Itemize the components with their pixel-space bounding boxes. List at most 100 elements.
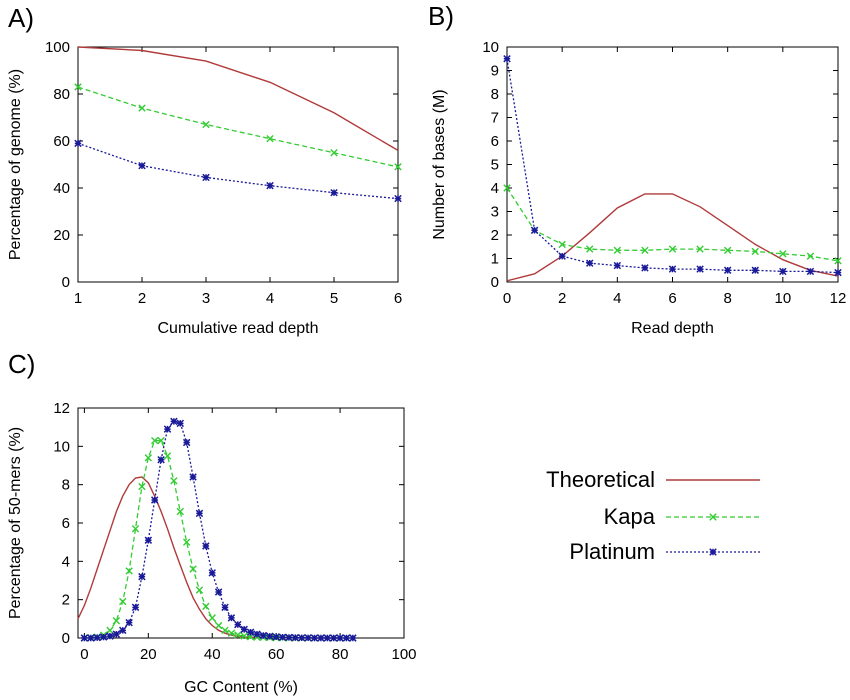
panel-a-y-axis-title: Percentage of genome (%): [7, 69, 24, 260]
panel-c-x-axis-title: GC Content (%): [184, 679, 298, 696]
panel-c-series-platinum-point: [329, 634, 338, 642]
panel-b-series-kapa-point: [834, 257, 842, 265]
panel-c-series-kapa-point: [202, 602, 210, 611]
legend-label-kapa: Kapa: [604, 504, 656, 529]
panel-a-x-axis-title: Cumulative read depth: [158, 320, 319, 337]
panel-b-series-kapa-point: [751, 247, 759, 256]
panel-b-series-kapa-point: [586, 245, 594, 253]
panel-c-series-kapa-point: [144, 454, 153, 462]
panel-c-series-platinum-point: [253, 630, 261, 638]
panel-b-ytick-label: 1: [491, 251, 499, 268]
legend-marker-platinum: [709, 548, 717, 556]
panel-a-xtick-label: 2: [138, 290, 146, 307]
panel-c-series-platinum-point: [297, 634, 306, 642]
panel-c-series-platinum-point: [144, 536, 153, 544]
panel-b-series-platinum-point: [503, 55, 511, 63]
panel-b-xtick-label: 12: [830, 290, 847, 307]
panel-c-series-kapa-point: [163, 452, 172, 460]
panel-b-series-kapa-point: [558, 240, 566, 249]
panel-b-series-kapa-point: [613, 246, 622, 254]
panel-a-series-platinum-point: [266, 181, 274, 190]
panel-a-xtick-label: 5: [330, 290, 338, 307]
panel-c-series-platinum-point: [291, 633, 300, 642]
panel-b-series-platinum-point: [751, 266, 759, 274]
panel-c-series-platinum-point: [99, 633, 108, 641]
panel-c-series-platinum-point: [266, 632, 274, 641]
panel-b-frame: [506, 46, 839, 283]
panel-b-y-axis-title: Number of bases (M): [431, 89, 448, 239]
panel-a-xtick-label: 3: [202, 290, 210, 307]
panel-a-series-kapa-line: [77, 86, 399, 168]
panel-a-frame: [77, 46, 399, 283]
panel-c-series-theoretical-line: [77, 476, 341, 639]
panel-c-series-kapa-point: [151, 436, 159, 445]
panel-c-xtick-label: 100: [391, 646, 416, 663]
panel-c-series-platinum-point: [176, 419, 185, 428]
panel-c-series-platinum-point: [106, 632, 114, 640]
panel-c-series-platinum-point: [80, 634, 89, 642]
panel-a-series-kapa-point: [394, 163, 402, 171]
panel-b-series-kapa-point: [641, 246, 649, 254]
panel-a-series-theoretical-line: [77, 46, 399, 152]
panel-c-series-platinum-point: [323, 634, 332, 642]
panel-c-series-platinum-point: [227, 614, 236, 622]
panel-c-series-platinum-point: [240, 625, 248, 634]
panel-c-series-kapa-point: [138, 482, 146, 491]
panel-c-series-kapa-point: [189, 565, 197, 573]
panel-c-series-platinum-point: [285, 633, 293, 642]
panel-c-ytick-label: 0: [62, 630, 70, 647]
panel-c-series-platinum-point: [272, 633, 280, 641]
panel-b-xtick-label: 6: [668, 290, 676, 307]
panel-c-series-kapa-point: [112, 617, 121, 625]
panel-c-series-platinum-point: [189, 473, 197, 481]
panel-c-series-platinum-point: [93, 633, 101, 642]
panel-c-series-kapa-point: [119, 597, 127, 606]
panel-c-series-kapa-point: [131, 525, 140, 533]
panel-b-xtick-label: 4: [613, 290, 621, 307]
legend-label-platinum: Platinum: [569, 539, 655, 564]
panel-b-x-axis-title: Read depth: [631, 320, 714, 337]
panel-c-series-kapa-point: [227, 629, 236, 637]
panel-c-series-kapa-point: [214, 621, 223, 630]
panel-b-letter: B): [428, 1, 454, 31]
panel-c-xtick-label: 60: [268, 646, 285, 663]
panel-c-xtick-label: 0: [80, 646, 88, 663]
panel-b-ytick-label: 9: [491, 63, 499, 80]
panel-b-ytick-label: 3: [491, 204, 499, 221]
panel-c-series-platinum-point: [349, 634, 357, 642]
panel-a-ytick-label: 100: [45, 39, 70, 56]
legend: Theoretical Kapa Platinum: [546, 467, 760, 564]
panel-b-series-platinum-point: [668, 265, 677, 273]
panel-c-ytick-label: 12: [53, 400, 70, 417]
panel-b-series-kapa-point: [779, 250, 787, 258]
panel-a-letter: A): [8, 3, 34, 33]
panel-a-series-platinum-point: [138, 161, 146, 170]
panel-c-series-platinum-point: [131, 603, 140, 612]
panel-c-ytick-label: 10: [53, 438, 70, 455]
panel-c-series-platinum-point: [214, 588, 223, 596]
legend-marker-kapa: [709, 513, 717, 521]
panel-a-series-kapa-point: [138, 104, 146, 112]
panel-a-ytick-label: 20: [53, 227, 70, 244]
panel-c-series-platinum-point: [150, 496, 159, 504]
panel-b-series-platinum-point: [558, 252, 566, 260]
panel-c-series-platinum-point: [119, 626, 127, 635]
panel-b-series-platinum-point: [834, 268, 842, 277]
panel-c-y-axis-title: Percentage of 50-mers (%): [7, 427, 24, 619]
panel-b-series-platinum-point: [779, 267, 787, 276]
panel-c-series-kapa-point: [157, 436, 165, 445]
panel-b-series-kapa-point: [806, 252, 815, 260]
panel-a-xtick-label: 4: [266, 290, 274, 307]
panel-a-series-kapa-point: [330, 149, 338, 157]
panel-c-xtick-label: 20: [140, 646, 157, 663]
panel-c-series-kapa-point: [221, 626, 229, 635]
panel-c-series-platinum-point: [125, 618, 133, 627]
panel-c-series-kapa-point: [176, 507, 184, 516]
panel-c-series-kapa-point: [125, 567, 133, 575]
panel-c-series-platinum-point: [87, 634, 95, 642]
panel-c-series-kapa-point: [234, 631, 242, 639]
panel-b-ytick-label: 8: [491, 86, 499, 103]
panel-c-series-platinum-point: [202, 542, 210, 550]
